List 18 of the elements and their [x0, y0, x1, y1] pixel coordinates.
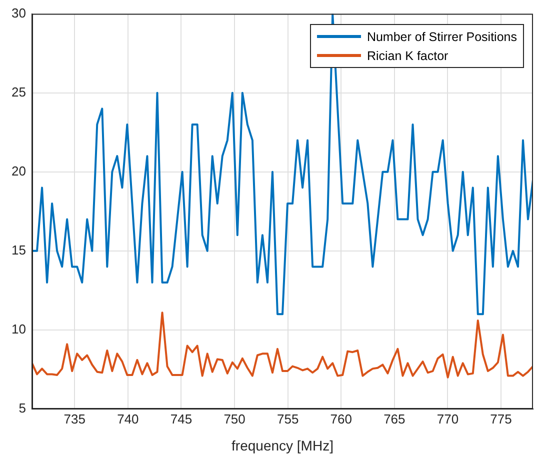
- x-tick-label: 765: [384, 411, 406, 426]
- legend-label: Rician K factor: [366, 48, 448, 62]
- x-tick-label: 755: [276, 411, 299, 426]
- legend-label: Number of Stirrer Positions: [366, 30, 517, 44]
- y-tick-label: 25: [12, 84, 26, 100]
- x-tick-label: 760: [330, 411, 352, 426]
- y-tick-label: 30: [12, 5, 26, 20]
- y-tick-label: 20: [12, 163, 26, 178]
- y-tick-label: 5: [18, 400, 26, 416]
- x-tick-label: 770: [436, 411, 459, 426]
- x-tick-label: 750: [224, 411, 246, 426]
- y-tick-label: 10: [12, 322, 26, 337]
- x-tick-label: 775: [490, 411, 512, 426]
- x-tick-label: 745: [170, 411, 192, 426]
- x-tick-label: 735: [64, 411, 86, 426]
- y-tick-label: 15: [12, 242, 26, 258]
- x-tick-label: 740: [117, 411, 139, 426]
- x-axis-title: frequency [MHz]: [232, 437, 334, 454]
